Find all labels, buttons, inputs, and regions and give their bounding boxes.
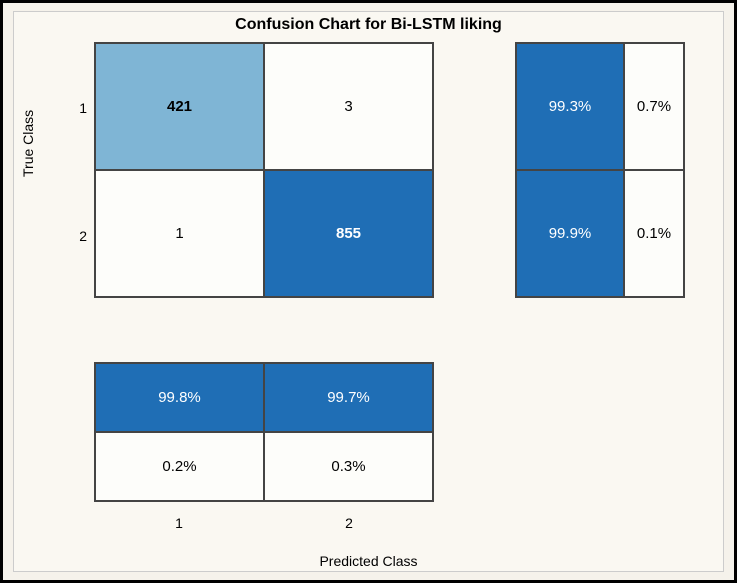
x-tick-2: 2	[339, 515, 359, 531]
x-tick-1: 1	[169, 515, 189, 531]
row1-wrong: 0.7%	[624, 43, 684, 170]
row2-correct: 99.9%	[516, 170, 624, 297]
col2-wrong: 0.3%	[264, 432, 433, 501]
y-tick-1: 1	[69, 100, 87, 116]
col2-correct: 99.7%	[264, 363, 433, 432]
cell-2-2: 855	[264, 170, 433, 297]
col-summary: 99.8% 99.7% 0.2% 0.3%	[94, 362, 434, 502]
row-summary: 99.3% 0.7% 99.9% 0.1%	[515, 42, 685, 298]
row1-correct: 99.3%	[516, 43, 624, 170]
confusion-matrix-main: 421 3 1 855	[94, 42, 434, 298]
cell-2-1: 1	[95, 170, 264, 297]
y-tick-2: 2	[69, 228, 87, 244]
y-axis-label: True Class	[20, 110, 36, 177]
cell-1-2: 3	[264, 43, 433, 170]
x-axis-label: Predicted Class	[14, 553, 723, 569]
row2-wrong: 0.1%	[624, 170, 684, 297]
chart-panel: Confusion Chart for Bi-LSTM liking True …	[13, 11, 724, 572]
col1-correct: 99.8%	[95, 363, 264, 432]
chart-frame: Confusion Chart for Bi-LSTM liking True …	[0, 0, 737, 583]
chart-title: Confusion Chart for Bi-LSTM liking	[14, 16, 723, 34]
cell-1-1: 421	[95, 43, 264, 170]
col1-wrong: 0.2%	[95, 432, 264, 501]
